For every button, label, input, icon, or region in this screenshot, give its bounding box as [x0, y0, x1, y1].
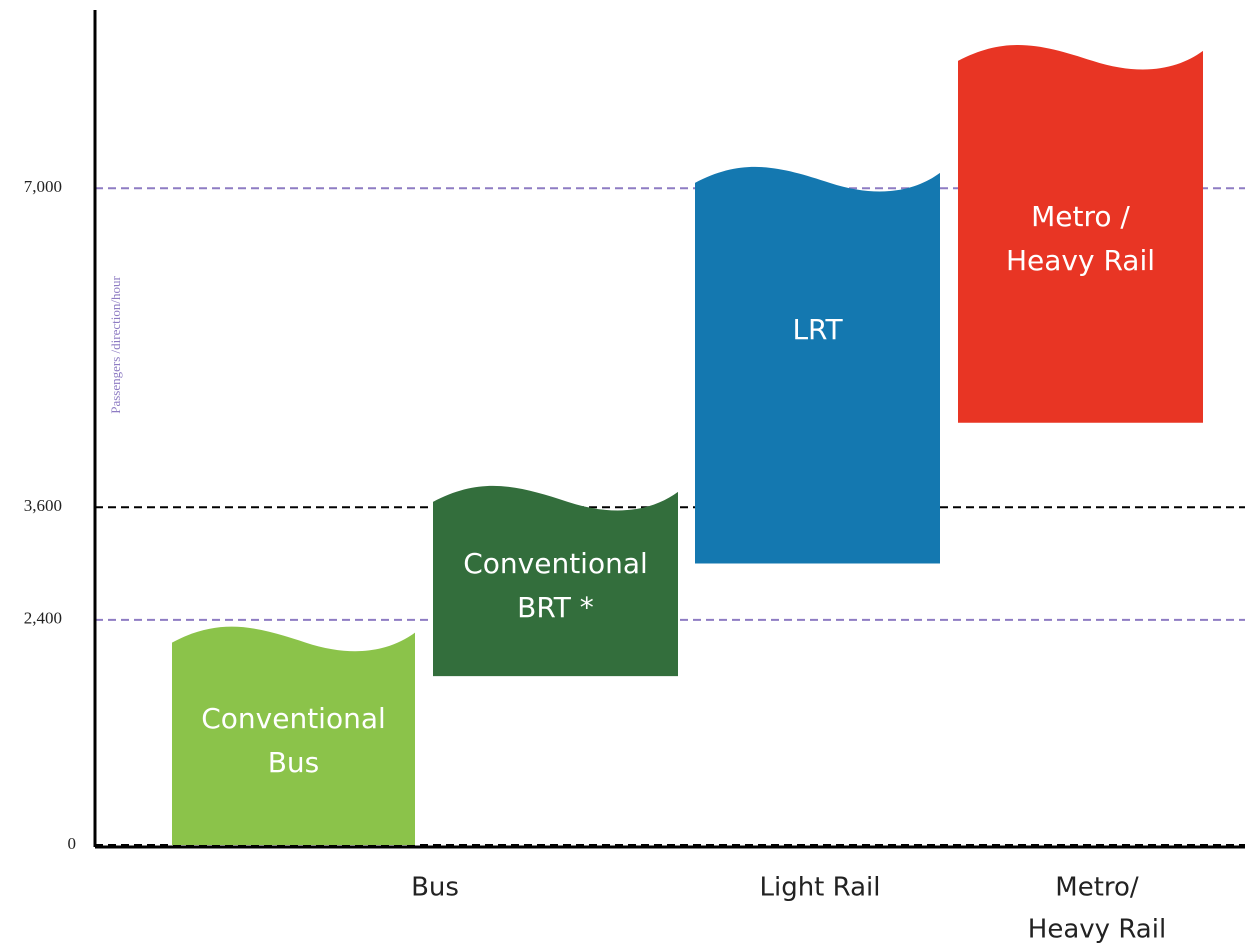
- bar-label: LRT: [792, 313, 843, 346]
- bar-label: Metro /: [1031, 200, 1130, 233]
- bar-label: BRT *: [517, 591, 594, 624]
- range-bar: [433, 485, 678, 677]
- range-bar: [695, 166, 940, 564]
- group-label: Heavy Rail: [1028, 915, 1166, 945]
- group-label: Light Rail: [759, 873, 880, 903]
- y-tick-label: 2,400: [24, 609, 62, 628]
- y-tick-label: 3,600: [24, 496, 62, 515]
- range-bar: [958, 44, 1203, 423]
- y-tick-label: 7,000: [24, 177, 62, 196]
- bar-label: Conventional: [201, 702, 386, 735]
- bar-label: Heavy Rail: [1006, 244, 1155, 277]
- group-label: Metro/: [1055, 873, 1139, 903]
- bar-label: Bus: [268, 746, 320, 779]
- y-axis-label: Passengers /direction/hour: [108, 276, 123, 414]
- y-tick-label: 0: [68, 834, 77, 853]
- bar-label: Conventional: [463, 547, 648, 580]
- group-label: Bus: [411, 873, 459, 903]
- range-bar: [172, 626, 415, 845]
